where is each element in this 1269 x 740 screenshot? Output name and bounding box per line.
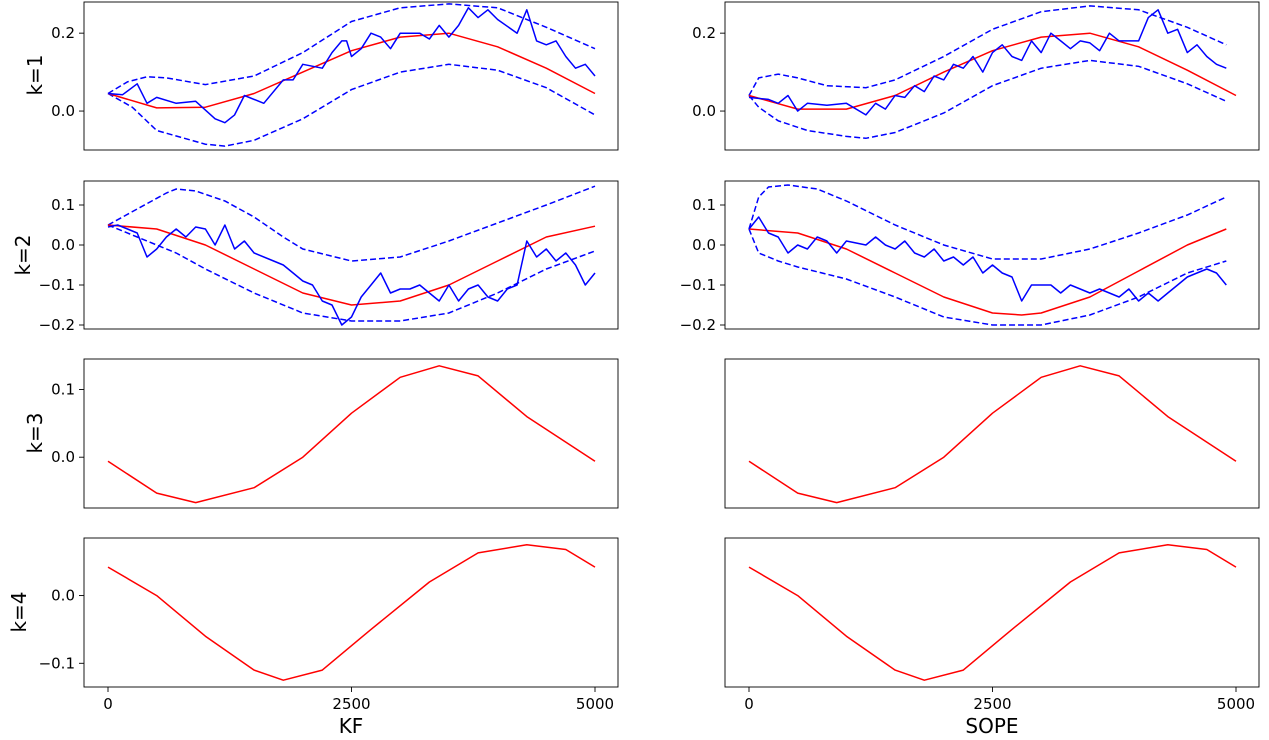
y-tick-label: −0.1 — [39, 276, 75, 294]
estimate-line — [107, 7, 596, 124]
x-tick-label: 5000 — [576, 695, 614, 713]
row-labels: k=1 k=2 k=3 k=4 — [7, 54, 47, 632]
upper-band-line — [748, 184, 1227, 260]
ylabel-k3: k=3 — [23, 412, 47, 453]
x-tick-label: 2500 — [332, 695, 370, 713]
panel-k-3-kf: 0.1 0.0 — [51, 358, 619, 509]
x-tick-label: 2500 — [973, 695, 1011, 713]
lower-band-line — [107, 224, 596, 322]
y-tick-label: −0.1 — [680, 276, 716, 294]
y-tick-label: 0.0 — [692, 236, 716, 254]
panel-k-2-kf: 0.1 0.0 −0.1 −0.2 — [39, 180, 619, 334]
x-tick-label: 5000 — [1217, 695, 1255, 713]
truth-line — [748, 32, 1237, 110]
y-tick-label: 0.2 — [692, 24, 716, 42]
y-tick-label: 0.0 — [51, 236, 75, 254]
axes-frame — [724, 358, 1260, 509]
panel-k-1-sope: 0.0 0.2 — [692, 1, 1260, 151]
y-tick-label: 0.1 — [51, 196, 75, 214]
truth-line — [107, 544, 596, 681]
truth-line — [748, 544, 1237, 681]
y-tick-label: 0.0 — [692, 102, 716, 120]
x-tick-label: 0 — [103, 695, 113, 713]
axes-frame — [724, 1, 1260, 151]
y-tick-label: 0.0 — [51, 587, 75, 605]
xlabel-kf: KF — [339, 714, 364, 738]
y-tick-label: 0.1 — [692, 196, 716, 214]
xlabel-sope: SOPE — [965, 714, 1018, 738]
lower-band-line — [107, 63, 596, 147]
estimate-line — [748, 216, 1227, 302]
axes-frame — [83, 358, 619, 509]
series-group — [748, 5, 1237, 140]
estimate-line — [748, 9, 1227, 116]
series-group — [107, 365, 596, 504]
y-tick-label: −0.1 — [39, 654, 75, 672]
axes-frame — [724, 180, 1260, 330]
y-tick-label: −0.2 — [680, 316, 716, 334]
axes-frame — [724, 537, 1260, 688]
series-group — [107, 185, 596, 326]
series-group — [107, 544, 596, 681]
y-tick-label: 0.1 — [51, 380, 75, 398]
series-group — [748, 365, 1237, 504]
ylabel-k2: k=2 — [11, 234, 35, 275]
truth-line — [107, 365, 596, 504]
ylabel-k1: k=1 — [23, 54, 47, 95]
panel-k-4-kf: 0.0 −0.1 0 2500 5000 — [39, 537, 619, 713]
truth-line — [748, 365, 1237, 504]
y-tick-label: 0.2 — [51, 24, 75, 42]
series-group — [748, 184, 1227, 326]
axes-frame — [83, 537, 619, 688]
truth-line — [107, 32, 596, 109]
panel-k-2-sope: 0.1 0.0 −0.1 −0.2 — [680, 180, 1260, 334]
series-group — [107, 3, 596, 147]
truth-line — [107, 224, 596, 306]
x-tick-label: 0 — [744, 695, 754, 713]
lower-band-line — [748, 59, 1227, 140]
column-labels: KF SOPE — [339, 714, 1019, 738]
panel-k-4-sope: 0 2500 5000 — [724, 537, 1260, 713]
truth-line — [748, 228, 1227, 316]
axes-frame — [83, 1, 619, 151]
upper-band-line — [107, 3, 596, 95]
panels: 0.0 0.2 0.0 0.2 0.1 0.0 −0.1 −0.2 0.1 0.0 −0.1 −0.2… — [39, 1, 1260, 713]
series-group — [748, 544, 1237, 681]
panel-k-3-sope — [724, 358, 1260, 509]
y-tick-label: 0.0 — [51, 102, 75, 120]
lower-band-line — [748, 228, 1227, 326]
estimate-line — [107, 224, 596, 326]
ylabel-k4: k=4 — [7, 591, 31, 632]
y-tick-label: −0.2 — [39, 316, 75, 334]
upper-band-line — [748, 5, 1227, 96]
panel-k-1-kf: 0.0 0.2 — [51, 1, 619, 151]
axes-frame — [83, 180, 619, 330]
y-tick-label: 0.0 — [51, 448, 75, 466]
